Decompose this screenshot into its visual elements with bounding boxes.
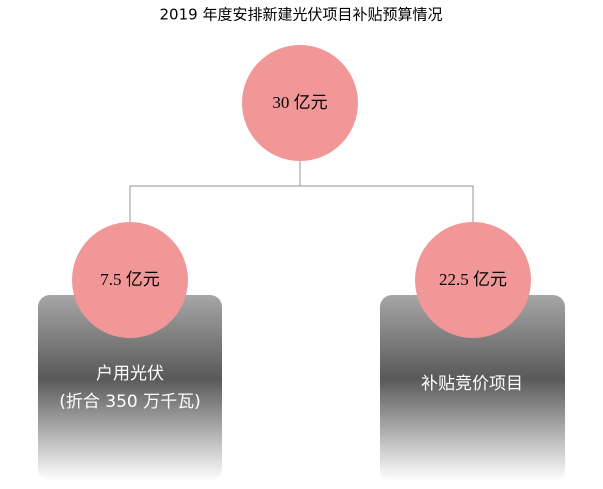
box-text: (折合 350 万千瓦) bbox=[59, 392, 201, 412]
box bbox=[38, 295, 222, 481]
node-label: 7.5 亿元 bbox=[100, 270, 160, 289]
connectors bbox=[129, 161, 474, 222]
node-label: 30 亿元 bbox=[272, 93, 327, 112]
node-circle bbox=[242, 45, 358, 161]
node-circle bbox=[72, 222, 188, 338]
box-text: 户用光伏 bbox=[96, 364, 164, 384]
box-text: 补贴竞价项目 bbox=[421, 374, 523, 394]
box bbox=[380, 295, 565, 481]
title: 2019 年度安排新建光伏项目补贴预算情况 bbox=[160, 6, 443, 24]
node-label: 22.5 亿元 bbox=[439, 270, 507, 289]
node-circle bbox=[415, 222, 531, 338]
